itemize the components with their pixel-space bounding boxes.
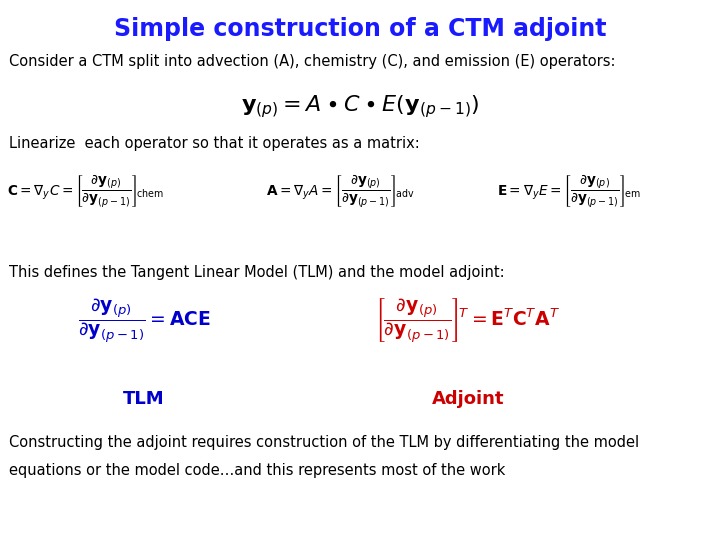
Text: $\mathbf{y}_{(p)} = A \bullet C \bullet E(\mathbf{y}_{(p-1)})$: $\mathbf{y}_{(p)} = A \bullet C \bullet … (240, 93, 480, 120)
Text: $\left[\dfrac{\partial \mathbf{y}_{(p)}}{\partial \mathbf{y}_{(p-1)}}\right]^{\!: $\left[\dfrac{\partial \mathbf{y}_{(p)}}… (375, 297, 561, 346)
Text: $\mathbf{E} = \nabla_y E = \left[\dfrac{\partial \mathbf{y}_{(p)}}{\partial \mat: $\mathbf{E} = \nabla_y E = \left[\dfrac{… (497, 173, 641, 210)
Text: Consider a CTM split into advection (A), chemistry (C), and emission (E) operato: Consider a CTM split into advection (A),… (9, 54, 615, 69)
Text: $\dfrac{\partial \mathbf{y}_{(p)}}{\partial \mathbf{y}_{(p-1)}} = \mathbf{ACE}$: $\dfrac{\partial \mathbf{y}_{(p)}}{\part… (78, 297, 210, 346)
Text: This defines the Tangent Linear Model (TLM) and the model adjoint:: This defines the Tangent Linear Model (T… (9, 265, 504, 280)
Text: Adjoint: Adjoint (432, 390, 504, 408)
Text: equations or the model code…and this represents most of the work: equations or the model code…and this rep… (9, 463, 505, 478)
Text: Constructing the adjoint requires construction of the TLM by differentiating the: Constructing the adjoint requires constr… (9, 435, 639, 450)
Text: Simple construction of a CTM adjoint: Simple construction of a CTM adjoint (114, 17, 606, 41)
Text: Linearize  each operator so that it operates as a matrix:: Linearize each operator so that it opera… (9, 136, 419, 151)
Text: TLM: TLM (123, 390, 165, 408)
Text: $\mathbf{C} = \nabla_y C = \left[\dfrac{\partial \mathbf{y}_{(p)}}{\partial \mat: $\mathbf{C} = \nabla_y C = \left[\dfrac{… (7, 173, 164, 210)
Text: $\mathbf{A} = \nabla_y A = \left[\dfrac{\partial \mathbf{y}_{(p)}}{\partial \mat: $\mathbf{A} = \nabla_y A = \left[\dfrac{… (266, 173, 415, 210)
